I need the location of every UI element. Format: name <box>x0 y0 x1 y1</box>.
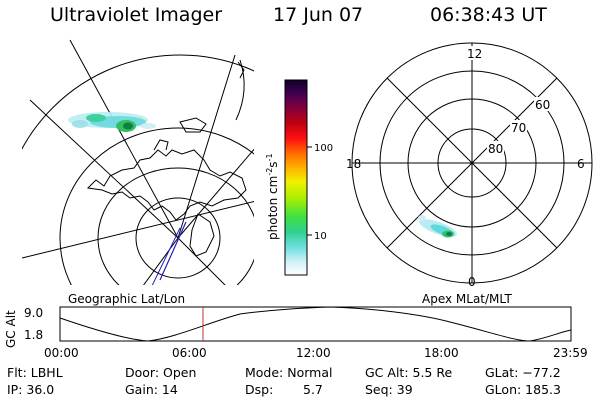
dsp-label: Dsp: <box>245 382 274 397</box>
coastline <box>189 213 215 257</box>
orbit-xtick: 00:00 <box>44 346 79 360</box>
orbit-xtick: 23:59 <box>553 346 588 360</box>
aurora-emission-right <box>418 215 457 238</box>
mlat-80-label: 80 <box>488 142 503 156</box>
latitude-circle <box>97 167 254 285</box>
polar-grid <box>351 42 593 284</box>
longitude-line <box>177 237 226 285</box>
date-readout: 17 Jun 07 <box>273 4 364 26</box>
colorbar-tick-10: 10 <box>314 231 327 242</box>
mlt-6-label: 6 <box>577 157 585 171</box>
polar-labels: 12 18 6 0 60 70 80 <box>346 46 585 289</box>
time-readout: 06:38:43 UT <box>430 4 547 26</box>
mlt-18-label: 18 <box>346 157 361 171</box>
coastline <box>237 61 245 79</box>
orbit-ytick-bottom: 1.8 <box>24 328 44 342</box>
glat-readout: GLat: −77.2 <box>485 365 561 380</box>
satellite-track <box>159 221 187 281</box>
latitude-circle <box>135 197 221 279</box>
mlt-0-label: 0 <box>468 275 476 289</box>
geographic-label: Geographic Lat/Lon <box>68 292 185 306</box>
mlat-60-label: 60 <box>535 98 550 112</box>
app-title: Ultraviolet Imager <box>50 4 223 26</box>
apex-label: Apex MLat/MLT <box>422 292 512 306</box>
orbit-ylabel: GC Alt <box>4 310 18 348</box>
coastline <box>86 149 247 221</box>
coastline <box>179 117 207 133</box>
mlat-70-label: 70 <box>511 121 526 135</box>
mlt-12-label: 12 <box>467 47 482 61</box>
longitude-line <box>143 237 179 285</box>
filter-readout: Flt: LBHL <box>7 365 63 380</box>
altitude-curve <box>59 306 572 342</box>
orbit-plot: Geographic Lat/Lon Apex MLat/MLT <box>59 292 572 342</box>
dsp-value: 5.7 <box>303 382 323 397</box>
gc-alt-readout: GC Alt: 5.5 Re <box>365 365 453 380</box>
earth-limb <box>22 54 254 150</box>
aurora-emission-left <box>68 112 156 132</box>
longitude-line <box>29 99 179 239</box>
colorbar: 100 10 photon cm-2s-1 <box>265 79 333 276</box>
satellite-track <box>151 227 181 285</box>
orbit-ytick-top: 9.0 <box>24 306 44 320</box>
svg-text:photon cm-2s-1: photon cm-2s-1 <box>265 153 280 240</box>
seq-readout: Seq: 39 <box>365 382 413 397</box>
orbit-xtick: 06:00 <box>172 346 207 360</box>
coastline <box>153 139 169 151</box>
mode-readout: Mode: Normal <box>245 365 333 380</box>
gain-readout: Gain: 14 <box>125 382 178 397</box>
ip-readout: IP: 36.0 <box>7 382 55 397</box>
colorbar-unit-label: photon cm-2s-1 <box>265 153 280 240</box>
door-readout: Door: Open <box>125 365 197 380</box>
longitude-line <box>177 54 236 239</box>
geographic-map <box>22 39 254 285</box>
latitude-circle <box>59 127 254 285</box>
colorbar-tick-100: 100 <box>314 143 333 154</box>
orbit-xtick: 18:00 <box>424 346 459 360</box>
latitude-arc <box>235 59 245 121</box>
longitude-line <box>69 39 179 239</box>
longitude-line <box>22 200 254 259</box>
longitude-line <box>177 148 254 239</box>
glon-readout: GLon: 185.3 <box>485 382 561 397</box>
orbit-xtick: 12:00 <box>296 346 331 360</box>
